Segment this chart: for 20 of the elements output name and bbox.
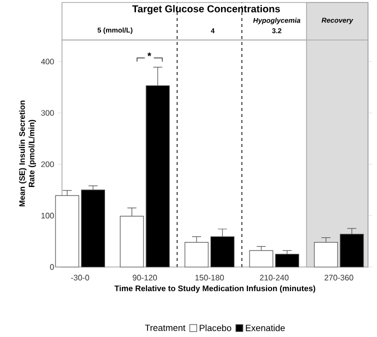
text: Target Glucose Concentrations <box>132 5 280 15</box>
bar <box>81 190 106 268</box>
y-tick-label: 100 <box>41 213 54 219</box>
y-tick-label: 0 <box>50 264 54 270</box>
y-axis-title: Mean (SE) Insulin Secretion Rate (pmol/L/min) <box>19 100 36 207</box>
y-tick-label: 400 <box>41 58 54 65</box>
legend-label: Exenatide <box>246 324 285 332</box>
x-tick-label: 150-180 <box>195 275 224 281</box>
x-tick-label: 90-120 <box>132 275 157 281</box>
x-tick-label: 270-360 <box>324 275 354 281</box>
x-axis-title: Time Relative to Study Medication Infusion (minutes) <box>114 286 316 294</box>
annotation: * <box>147 52 152 56</box>
bar <box>275 254 300 268</box>
legend-title: Treatment <box>144 324 186 332</box>
y-tick-label: 300 <box>41 110 54 116</box>
x-tick-label: 210-240 <box>260 275 289 281</box>
x-tick-label: -30-0 <box>71 275 90 281</box>
y-tick-label: 200 <box>41 162 54 168</box>
bar <box>249 250 274 268</box>
legend-label: Placebo <box>200 324 232 332</box>
